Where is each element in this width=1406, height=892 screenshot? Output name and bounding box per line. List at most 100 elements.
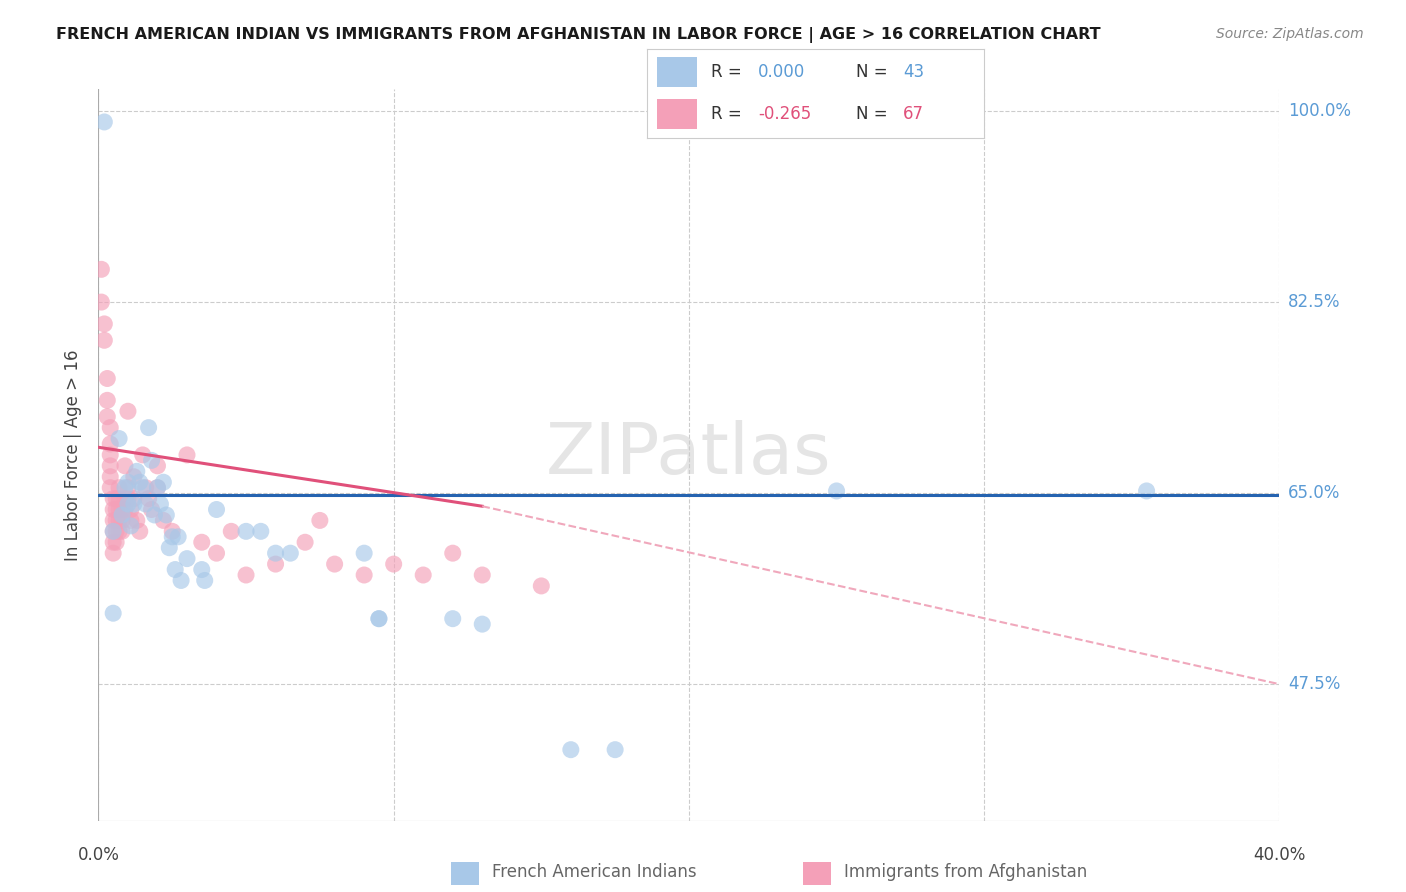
Point xyxy=(117,497,139,511)
Point xyxy=(105,535,128,549)
Text: 82.5%: 82.5% xyxy=(1288,293,1340,311)
Point xyxy=(111,508,134,522)
Point xyxy=(98,437,121,451)
Point xyxy=(108,491,131,506)
Point xyxy=(205,546,228,560)
Point xyxy=(191,535,214,549)
Point xyxy=(108,502,131,516)
Text: 47.5%: 47.5% xyxy=(1288,675,1340,693)
Point xyxy=(368,612,391,626)
Point xyxy=(143,508,166,522)
Point xyxy=(96,409,118,424)
Text: 100.0%: 100.0% xyxy=(1288,102,1351,120)
Text: French American Indians: French American Indians xyxy=(492,863,697,881)
Point xyxy=(412,568,434,582)
Point xyxy=(141,453,163,467)
Point xyxy=(93,317,115,331)
Point xyxy=(278,546,302,560)
Point xyxy=(98,448,121,462)
Point xyxy=(114,458,136,473)
Point xyxy=(125,513,148,527)
Point xyxy=(98,469,121,483)
Point xyxy=(235,524,257,539)
Point xyxy=(149,497,172,511)
Point xyxy=(441,546,464,560)
Point xyxy=(108,524,131,539)
Point xyxy=(250,524,273,539)
Point xyxy=(98,481,121,495)
Text: N =: N = xyxy=(856,105,887,123)
Text: 0.0%: 0.0% xyxy=(77,846,120,863)
Text: R =: R = xyxy=(711,63,741,81)
Point xyxy=(108,432,131,446)
Point xyxy=(105,524,128,539)
Text: R =: R = xyxy=(711,105,741,123)
Point xyxy=(167,530,190,544)
Point xyxy=(1135,483,1157,498)
Point xyxy=(128,524,150,539)
Point xyxy=(117,481,139,495)
Bar xyxy=(451,862,479,885)
Point xyxy=(138,420,160,434)
Point xyxy=(90,262,112,277)
Point xyxy=(135,497,157,511)
Point xyxy=(146,481,169,495)
Point xyxy=(441,612,464,626)
Point xyxy=(122,491,145,506)
Point xyxy=(117,491,139,506)
Point xyxy=(560,742,582,756)
Point xyxy=(90,295,112,310)
Point xyxy=(135,481,157,495)
Point xyxy=(825,483,848,498)
Point xyxy=(103,491,125,506)
Point xyxy=(353,546,375,560)
Point xyxy=(132,448,155,462)
Point xyxy=(114,502,136,516)
Text: FRENCH AMERICAN INDIAN VS IMMIGRANTS FROM AFGHANISTAN IN LABOR FORCE | AGE > 16 : FRENCH AMERICAN INDIAN VS IMMIGRANTS FRO… xyxy=(56,27,1101,43)
Text: 67: 67 xyxy=(903,105,924,123)
Text: Source: ZipAtlas.com: Source: ZipAtlas.com xyxy=(1216,27,1364,41)
Point xyxy=(103,502,125,516)
Text: 40.0%: 40.0% xyxy=(1253,846,1306,863)
Point xyxy=(114,491,136,506)
Point xyxy=(235,568,257,582)
Point xyxy=(111,513,134,527)
Point xyxy=(122,497,145,511)
Point xyxy=(141,502,163,516)
Point xyxy=(114,481,136,495)
Point xyxy=(98,458,121,473)
Point xyxy=(162,530,183,544)
Point xyxy=(205,502,228,516)
Point xyxy=(138,491,160,506)
Y-axis label: In Labor Force | Age > 16: In Labor Force | Age > 16 xyxy=(65,349,83,561)
Point xyxy=(170,574,193,588)
Point xyxy=(146,458,169,473)
Point xyxy=(165,563,187,577)
Point xyxy=(117,404,139,418)
Text: ZIPatlas: ZIPatlas xyxy=(546,420,832,490)
Point xyxy=(530,579,553,593)
Point xyxy=(176,551,198,566)
Point xyxy=(122,469,145,483)
FancyBboxPatch shape xyxy=(657,99,697,129)
Point xyxy=(605,742,627,756)
Point xyxy=(125,464,148,478)
Point xyxy=(105,491,128,506)
Point xyxy=(111,502,134,516)
Text: N =: N = xyxy=(856,63,887,81)
Point xyxy=(264,546,287,560)
Text: 43: 43 xyxy=(903,63,924,81)
Point xyxy=(353,568,375,582)
Point xyxy=(108,513,131,527)
Point xyxy=(103,524,125,539)
Point xyxy=(96,393,118,408)
Point xyxy=(132,481,155,495)
Point xyxy=(120,502,142,516)
Point xyxy=(120,513,142,527)
Point xyxy=(105,513,128,527)
Point xyxy=(103,606,125,620)
Point xyxy=(471,617,494,632)
Point xyxy=(176,448,198,462)
Point xyxy=(157,541,180,555)
Point xyxy=(103,524,125,539)
